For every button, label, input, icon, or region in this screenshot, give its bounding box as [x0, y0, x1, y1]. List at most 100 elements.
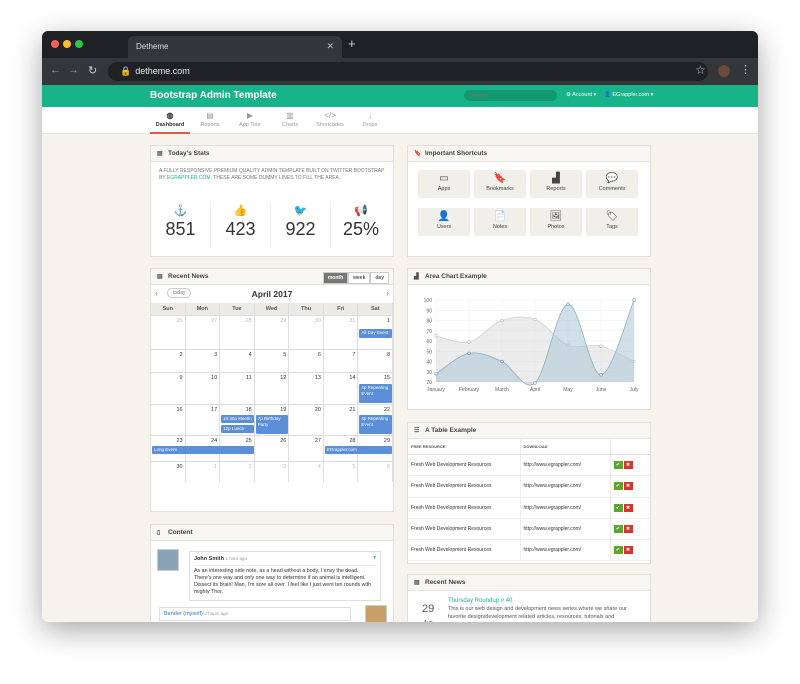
brand-title[interactable]: Bootstrap Admin Template [150, 90, 277, 101]
calendar-day-cell[interactable]: 6 [289, 350, 324, 372]
account-menu[interactable]: ⚙ Account ▾ [566, 92, 597, 98]
forward-icon[interactable]: → [68, 64, 79, 76]
calendar-day-cell[interactable]: 30 [151, 462, 186, 482]
calendar-day-cell[interactable]: 5 [324, 462, 359, 482]
calendar-day-cell[interactable]: 6 [358, 462, 394, 482]
download-cell[interactable]: http://www.egrappler.com/ [520, 497, 611, 519]
calendar-day-cell[interactable]: 4 [220, 350, 255, 372]
calendar-day-cell[interactable]: 13 [289, 373, 324, 404]
nav-reports[interactable]: ▤ Reports [190, 107, 230, 134]
view-week-button[interactable]: week [348, 272, 371, 284]
calendar-day-cell[interactable]: 29 [358, 436, 394, 461]
calendar-day-cell[interactable]: 28 [220, 316, 255, 349]
calendar-day-cell[interactable]: 1 [186, 462, 221, 482]
calendar-day-cell[interactable]: 20 [289, 405, 324, 435]
comment-author[interactable]: John Smith [194, 556, 224, 562]
calendar-day-cell[interactable]: 5 [255, 350, 290, 372]
calendar-day-cell[interactable]: 8 [358, 350, 394, 372]
calendar-day-cell[interactable]: 18 [220, 405, 255, 435]
download-cell[interactable]: http://www.egrappler.com/ [520, 518, 611, 541]
calendar-day-cell[interactable]: 22 [358, 405, 394, 435]
browser-tab[interactable]: Detheme ✕ [128, 36, 342, 58]
search-input[interactable] [464, 90, 557, 101]
calendar-day-cell[interactable]: 14 [324, 373, 359, 404]
view-day-button[interactable]: day [370, 272, 389, 284]
calendar-day-cell[interactable]: 29 [255, 316, 290, 349]
shortcut-reports[interactable]: ▟ Reports [530, 170, 582, 198]
shortcut-photos[interactable]: 🖼 Photos [530, 208, 582, 236]
calendar-day-cell[interactable]: 25 [220, 436, 255, 461]
calendar-day-cell[interactable]: 26 [255, 436, 290, 461]
nav-drops[interactable]: ↓ Drops [350, 107, 390, 134]
calendar-day-cell[interactable]: 4 [289, 462, 324, 482]
calendar-day-cell[interactable]: 10 [186, 373, 221, 404]
download-cell[interactable]: http://www.egrappler.com/ [520, 454, 611, 477]
delete-button[interactable]: ✖ [623, 482, 633, 491]
user-menu[interactable]: 👤 EGrappler.com ▾ [604, 92, 654, 98]
tab-close-icon[interactable]: ✕ [326, 41, 334, 51]
approve-button[interactable]: ✔ [613, 461, 623, 470]
calendar-event[interactable]: 7p Birthday Party [255, 415, 289, 434]
comment-author[interactable]: Bender (myself) [164, 611, 203, 617]
calendar-day-cell[interactable]: 9 [151, 373, 186, 404]
browser-menu-icon[interactable]: ⋮ [740, 64, 751, 76]
close-window-dot[interactable] [51, 40, 59, 48]
next-month-icon[interactable]: › [386, 288, 389, 298]
nav-charts[interactable]: ▥ Charts [270, 107, 310, 134]
shortcut-bookmark[interactable]: 🔖 Bookmarks [474, 170, 526, 198]
delete-button[interactable]: ✖ [623, 461, 633, 470]
nav-dashboard[interactable]: ◍ Dashboard [150, 107, 190, 134]
calendar-day-cell[interactable]: 7 [324, 350, 359, 372]
maximize-window-dot[interactable] [75, 40, 83, 48]
chevron-down-icon[interactable]: ▾ [373, 555, 376, 561]
nav-shortcodes[interactable]: </> Shortcodes [310, 107, 350, 134]
approve-button[interactable]: ✔ [613, 546, 623, 555]
minimize-window-dot[interactable] [63, 40, 71, 48]
calendar-day-cell[interactable]: 26 [151, 316, 186, 349]
delete-button[interactable]: ✖ [623, 525, 633, 534]
approve-button[interactable]: ✔ [613, 525, 623, 534]
url-field[interactable]: 🔒 detheme.com [108, 62, 708, 81]
bookmark-star-icon[interactable]: ☆ [695, 63, 706, 77]
reload-icon[interactable]: ↻ [88, 65, 98, 77]
calendar-event[interactable]: All Day Event [359, 329, 392, 338]
calendar-event[interactable]: 12p Lunch [221, 425, 254, 433]
shortcut-users[interactable]: 👤 Users [418, 208, 470, 236]
calendar-day-cell[interactable]: 11 [220, 373, 255, 404]
shortcut-apps[interactable]: ▭ Apps [418, 170, 470, 198]
approve-button[interactable]: ✔ [613, 503, 623, 512]
delete-button[interactable]: ✖ [623, 546, 633, 555]
nav-app-tour[interactable]: ▶ App Tour [230, 107, 270, 134]
shortcut-notes[interactable]: 📄 Notes [474, 208, 526, 236]
calendar-day-cell[interactable]: 2 [151, 350, 186, 372]
calendar-event[interactable]: EGrappler.com [324, 446, 392, 454]
download-cell[interactable]: http://www.egrappler.com/ [520, 475, 611, 498]
download-cell[interactable]: http://www.egrappler.com/ [520, 539, 611, 562]
calendar-day-cell[interactable]: 19 [255, 405, 290, 435]
delete-button[interactable]: ✖ [623, 503, 633, 512]
calendar-day-cell[interactable]: 17 [186, 405, 221, 435]
prev-month-icon[interactable]: ‹ [155, 288, 158, 298]
calendar-day-cell[interactable]: 1 [358, 316, 394, 349]
back-icon[interactable]: ← [50, 64, 61, 76]
news-headline[interactable]: Thursday Roundup # 40 [448, 598, 513, 604]
calendar-day-cell[interactable]: 21 [324, 405, 359, 435]
view-month-button[interactable]: month [322, 272, 349, 284]
calendar-event[interactable]: 4p Repeating Event [359, 415, 392, 434]
calendar-day-cell[interactable]: 3 [255, 462, 290, 482]
intro-link[interactable]: EGrappler.com [166, 175, 211, 181]
calendar-day-cell[interactable]: 27 [289, 436, 324, 461]
calendar-day-cell[interactable]: 12 [255, 373, 290, 404]
calendar-day-cell[interactable]: 30 [289, 316, 324, 349]
shortcut-tags[interactable]: 🏷 Tags [586, 208, 638, 236]
calendar-event[interactable]: 4p Repeating Event [359, 384, 392, 403]
today-button[interactable]: today [167, 288, 192, 298]
calendar-day-cell[interactable]: 31 [324, 316, 359, 349]
calendar-event[interactable]: Long Event [152, 446, 254, 454]
approve-button[interactable]: ✔ [613, 482, 623, 491]
new-tab-icon[interactable]: + [348, 36, 356, 51]
calendar-day-cell[interactable]: 27 [186, 316, 221, 349]
calendar-event[interactable]: 10:30a Meetin [221, 415, 254, 423]
calendar-day-cell[interactable]: 16 [151, 405, 186, 435]
calendar-day-cell[interactable]: 15 [358, 373, 394, 404]
